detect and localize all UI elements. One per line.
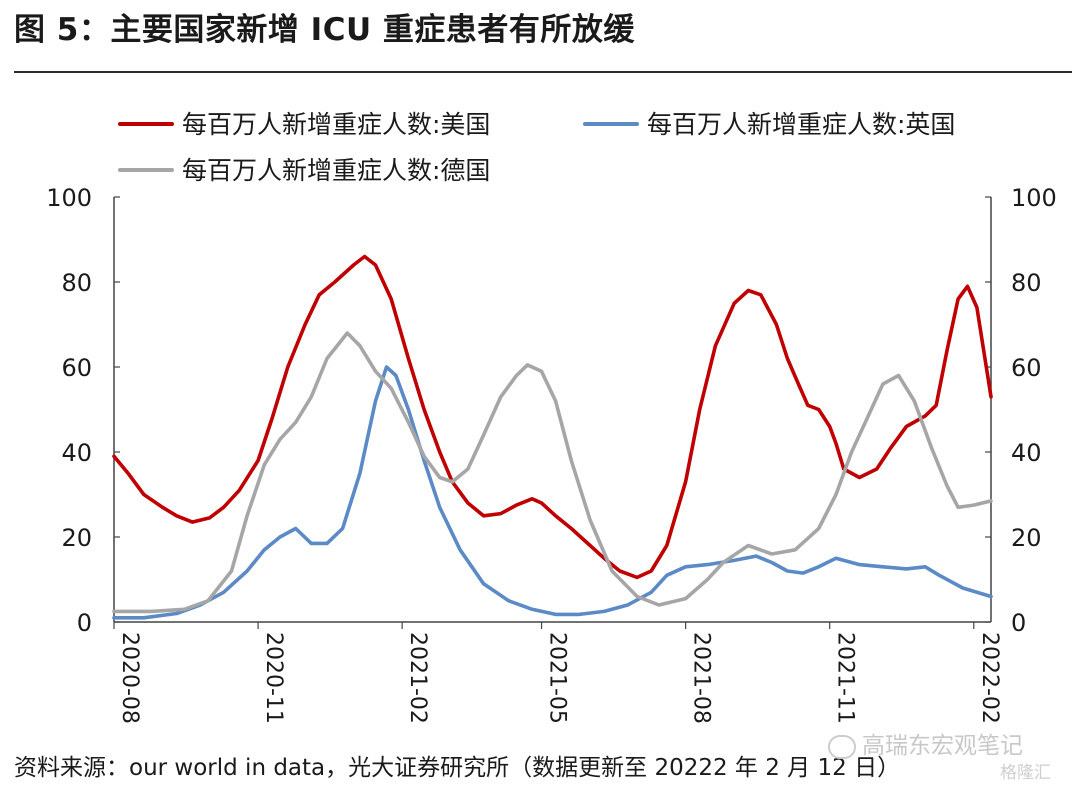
line-uk xyxy=(112,365,993,620)
y-tick-label-right: 100 xyxy=(1011,184,1057,212)
title-divider xyxy=(14,71,1072,73)
y-tick-label-left: 60 xyxy=(61,354,92,382)
y-tick-label-left: 20 xyxy=(61,524,92,552)
x-tick-label: 2020-11 xyxy=(261,632,286,724)
chart-axes: 0 0 20 20 40 40 60 60 80 80 100 100 2020-08 2020-11 20… xyxy=(46,184,1057,724)
source-note: 资料来源：our world in data，光大证券研究所（数据更新至 202… xyxy=(14,755,901,781)
legend-label: 每百万人新增重症人数:德国 xyxy=(182,156,490,185)
wechat-icon xyxy=(828,734,856,759)
y-tick-label-right: 20 xyxy=(1011,524,1042,552)
watermark: 高瑞东宏观笔记 xyxy=(828,726,1023,760)
watermark-text: 高瑞东宏观笔记 xyxy=(862,733,1023,759)
y-tick-label-right: 40 xyxy=(1011,439,1042,467)
line-de xyxy=(112,331,993,614)
x-tick-label: 2021-08 xyxy=(689,632,714,724)
y-tick-label-right: 80 xyxy=(1011,269,1042,297)
x-tick-label: 2020-08 xyxy=(117,632,142,724)
legend-label: 每百万人新增重症人数:美国 xyxy=(182,110,490,139)
x-tick-label: 2021-02 xyxy=(405,632,430,724)
page-title: 图 5：主要国家新增 ICU 重症患者有所放缓 xyxy=(14,12,635,48)
x-tick-label: 2022-02 xyxy=(977,632,1002,724)
chart-series xyxy=(112,254,993,620)
y-tick-label-left: 100 xyxy=(46,184,92,212)
y-tick-label-right: 0 xyxy=(1011,609,1026,637)
y-tick-label-left: 80 xyxy=(61,269,92,297)
y-tick-label-right: 60 xyxy=(1011,354,1042,382)
legend-label: 每百万人新增重症人数:英国 xyxy=(647,110,955,139)
line-us xyxy=(112,254,993,580)
y-tick-label-left: 0 xyxy=(77,609,92,637)
x-tick-label: 2021-11 xyxy=(833,632,858,724)
y-tick-label-left: 40 xyxy=(61,439,92,467)
icu-line-chart: 每百万人新增重症人数:美国 每百万人新增重症人数:英国每百万人新增重症人数:德国 … xyxy=(46,110,1057,724)
watermark-brand: 格隆汇 xyxy=(1000,763,1051,783)
x-tick-label: 2021-05 xyxy=(545,632,570,724)
